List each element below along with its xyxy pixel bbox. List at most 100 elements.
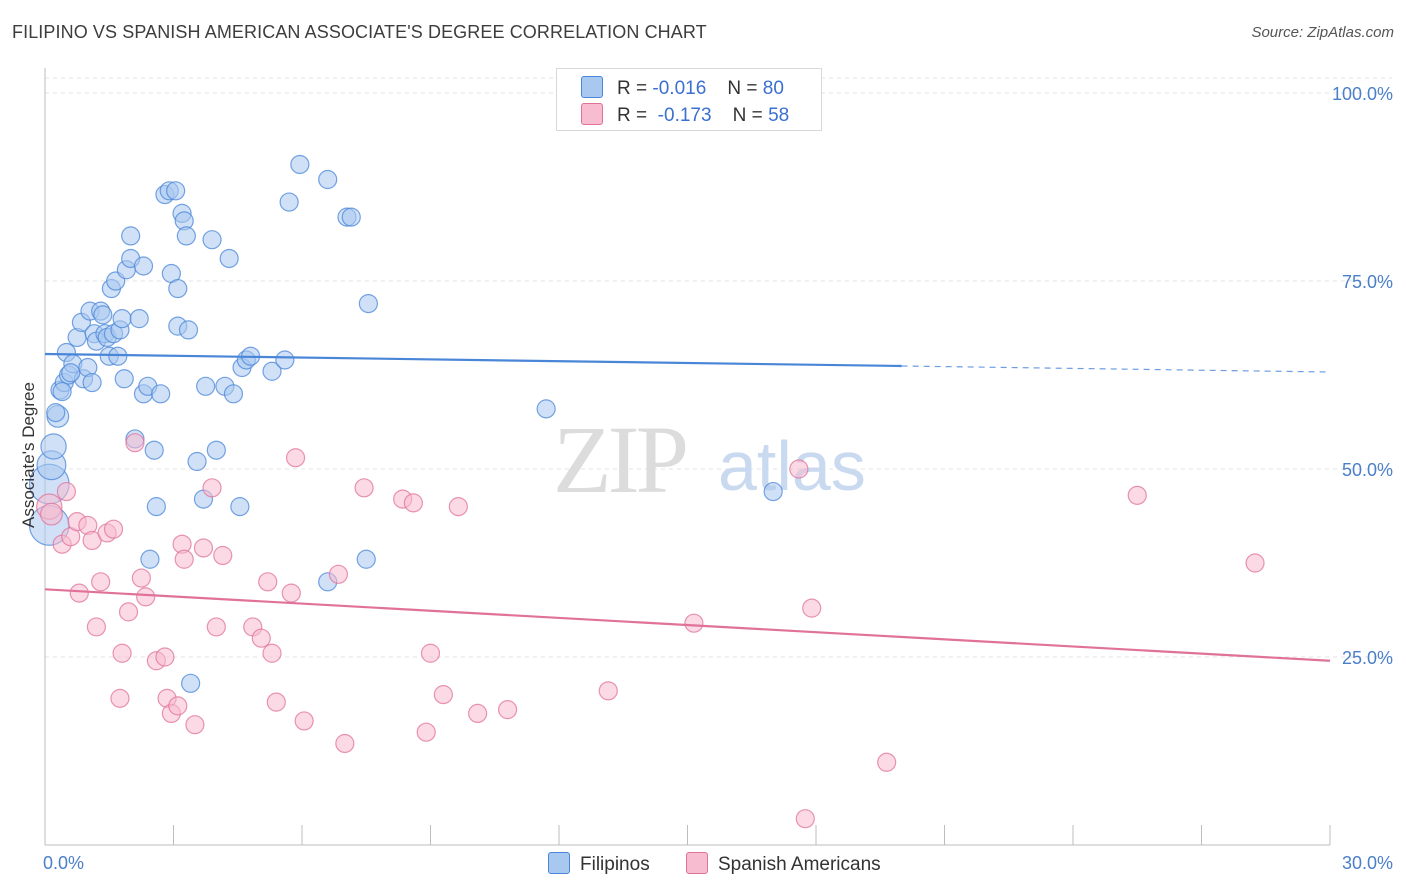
legend-r-label: R = — [617, 78, 648, 99]
point-spanish-americans — [155, 647, 175, 667]
watermark: ZIP atlas — [553, 406, 866, 513]
point-spanish-americans — [174, 549, 194, 569]
point-spanish-americans — [56, 481, 77, 502]
point-filipinos — [187, 451, 207, 472]
legend-n-value: 58 — [768, 105, 790, 126]
legend-swatch-spanish-americans — [686, 852, 708, 874]
point-spanish-americans — [136, 587, 156, 607]
point-filipinos — [275, 350, 295, 370]
point-spanish-americans — [258, 572, 278, 592]
point-filipinos — [206, 440, 226, 460]
point-spanish-americans — [213, 545, 233, 566]
point-spanish-americans — [118, 602, 139, 622]
legend-r-value: -0.016 — [652, 78, 707, 99]
point-spanish-americans — [294, 711, 314, 731]
point-spanish-americans — [416, 722, 436, 742]
legend-swatch-spanish-americans — [581, 103, 603, 125]
point-spanish-americans — [86, 617, 107, 637]
source-credit: Source: ZipAtlas.com — [1251, 24, 1394, 41]
point-filipinos — [61, 363, 81, 383]
point-filipinos — [93, 305, 113, 325]
point-filipinos — [46, 403, 66, 423]
legend-row-spanish-americans: R = -0.173 N = 58 — [581, 103, 789, 127]
axes-layer — [44, 68, 1331, 846]
point-spanish-americans — [110, 688, 130, 708]
point-filipinos — [763, 481, 783, 502]
trend-extension-filipinos — [901, 365, 1331, 373]
point-spanish-americans — [69, 583, 89, 603]
point-spanish-americans — [795, 809, 815, 829]
point-spanish-americans — [103, 519, 124, 539]
point-spanish-americans — [433, 685, 453, 705]
point-spanish-americans — [1245, 553, 1265, 573]
point-spanish-americans — [206, 617, 226, 637]
y-tick-label: 25.0% — [1342, 648, 1393, 668]
trend-line-spanish-americans — [44, 588, 1331, 662]
point-spanish-americans — [684, 613, 704, 633]
point-filipinos — [318, 169, 338, 190]
point-spanish-americans — [266, 692, 286, 712]
point-filipinos — [176, 226, 196, 246]
legend-n-value: 80 — [762, 78, 784, 99]
point-filipinos — [230, 497, 250, 517]
point-filipinos — [196, 376, 216, 396]
point-filipinos — [290, 154, 310, 175]
point-spanish-americans — [448, 497, 468, 517]
point-filipinos — [181, 673, 201, 693]
points-layer — [28, 154, 1265, 829]
point-spanish-americans — [403, 493, 423, 513]
legend-item-spanish-americans[interactable]: Spanish Americans — [686, 852, 881, 876]
legend-label-filipinos: Filipinos — [580, 854, 650, 875]
point-filipinos — [129, 309, 149, 329]
point-spanish-americans — [802, 598, 822, 618]
point-spanish-americans — [82, 530, 102, 551]
y-tick-label: 50.0% — [1342, 460, 1393, 480]
x-tick-label: 0.0% — [43, 853, 84, 873]
point-filipinos — [114, 369, 134, 389]
legend-n-label: N = — [727, 78, 758, 99]
point-spanish-americans — [354, 478, 374, 498]
point-spanish-americans — [131, 568, 151, 588]
point-spanish-americans — [328, 564, 349, 584]
legend-r-label: R = — [617, 105, 648, 126]
point-filipinos — [82, 372, 102, 393]
point-spanish-americans — [877, 752, 897, 772]
point-filipinos — [358, 293, 378, 314]
legend-item-filipinos[interactable]: Filipinos — [548, 852, 650, 876]
y-tick-label: 100.0% — [1332, 84, 1393, 104]
y-axis-label: Associate's Degree — [19, 382, 38, 528]
legend-row-filipinos: R = -0.016 N = 80 — [581, 76, 784, 100]
point-spanish-americans — [202, 478, 222, 498]
tick-labels: 25.0% 50.0% 75.0% 100.0% 0.0% 30.0% — [43, 84, 1393, 873]
chart-title: FILIPINO VS SPANISH AMERICAN ASSOCIATE'S… — [12, 22, 707, 42]
point-spanish-americans — [112, 643, 132, 663]
point-spanish-americans — [125, 433, 145, 453]
point-filipinos — [151, 384, 171, 404]
point-filipinos — [168, 278, 188, 299]
point-spanish-americans — [91, 572, 111, 592]
point-filipinos — [121, 226, 141, 246]
point-filipinos — [146, 497, 166, 517]
point-spanish-americans — [262, 643, 282, 663]
legend-swatch-filipinos — [548, 852, 570, 874]
trend-line-filipinos — [44, 352, 902, 368]
point-filipinos — [133, 256, 154, 276]
point-filipinos — [262, 361, 282, 381]
point-spanish-americans — [789, 459, 809, 479]
point-spanish-americans — [168, 696, 188, 716]
point-filipinos — [140, 549, 160, 569]
legend-n-label: N = — [732, 105, 763, 126]
point-filipinos — [40, 433, 67, 460]
point-spanish-americans — [251, 628, 271, 648]
point-filipinos — [144, 440, 164, 460]
stats-legend: R = -0.016 N = 80 R = -0.173 N = 58 — [556, 68, 822, 131]
point-filipinos — [219, 248, 239, 269]
point-filipinos — [536, 399, 556, 419]
x-tick-label: 30.0% — [1342, 853, 1393, 873]
point-filipinos — [166, 181, 186, 201]
point-filipinos — [202, 230, 222, 250]
point-filipinos — [356, 549, 376, 569]
point-spanish-americans — [598, 681, 618, 701]
point-spanish-americans — [285, 448, 306, 468]
